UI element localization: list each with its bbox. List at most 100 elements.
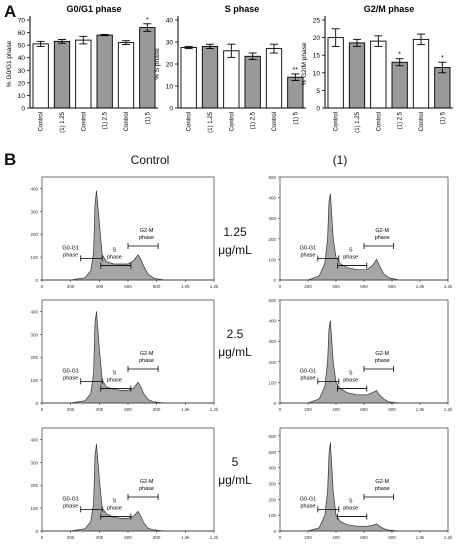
panel-b-label: B [4, 150, 17, 169]
dose-unit: μg/mL [218, 473, 252, 487]
y-tick-label: 300 [30, 332, 38, 337]
histogram-area [280, 193, 448, 281]
x-tick-label: 200 [67, 535, 75, 540]
histogram-control-5: 0 100 200 300 400 0 200 400 600 800 1.0k 1.2k G0-G1 p… [30, 427, 219, 540]
x-tick-label: 800 [153, 407, 161, 412]
y-tick-label: 500 [268, 298, 276, 303]
y-axis-label: % G2/M phase [301, 42, 308, 85]
x-tick-label: 1.2k [210, 284, 219, 289]
x-tick-label: 800 [388, 407, 396, 412]
x-tick-label: 0 [279, 284, 282, 289]
y-tick-label: 100 [268, 513, 276, 518]
y-tick-label: 0 [273, 529, 276, 534]
x-tick-label: (1) 2.5 [103, 111, 109, 129]
x-tick-label: Control [376, 112, 382, 131]
column-title-control: Control [130, 153, 170, 167]
chart-title: G2/M phase [364, 4, 415, 14]
dose-value: 2.5 [226, 327, 244, 341]
y-tick-label: 30 [18, 68, 26, 75]
y-tick-label: 200 [30, 483, 38, 488]
panel-a-label: A [4, 2, 17, 21]
histogram-control-1-25: 0 100 200 300 400 0 200 400 600 800 1.0k 1.2k G0-G1 p… [30, 176, 219, 289]
plot-frame [279, 299, 449, 404]
x-tick-label: 400 [332, 284, 340, 289]
plot-frame [41, 299, 215, 404]
gate-label-g0g1: G0-G1 phase [62, 368, 79, 381]
y-tick-label: 20 [18, 80, 26, 87]
x-tick-label: (1) 5 [440, 111, 446, 124]
y-tick-label: 200 [268, 360, 276, 365]
x-tick-label: 1.2k [210, 535, 219, 540]
chart-title: S phase [225, 4, 260, 14]
gate-label-g2m: G2-M phase [139, 228, 154, 241]
dose-value: 1.25 [223, 225, 247, 239]
x-tick-label: 1.0k [181, 535, 190, 540]
gate-label-g2m: G2-M phase [375, 479, 390, 492]
x-tick-label: 600 [124, 535, 132, 540]
y-tick-label: 0 [35, 401, 38, 406]
dose-label-row3: 5 μg/mL [210, 453, 260, 489]
s-phase-bar-chart: S phase % S phase 0 10 20 30 40 Control (1) 1.25… [154, 4, 306, 133]
y-tick-label: 25 [313, 18, 321, 25]
x-tick-label: 800 [153, 535, 161, 540]
x-tick-label: 800 [388, 535, 396, 540]
x-tick-label: (1) 2.5 [398, 111, 404, 129]
y-tick-label: 100 [268, 380, 276, 385]
dose-unit: μg/mL [218, 345, 252, 359]
x-tick-label: (1) 5 [145, 111, 151, 124]
x-tick-label: 1.0k [416, 284, 425, 289]
y-tick-label: 400 [30, 309, 38, 314]
x-tick-label: 800 [153, 284, 161, 289]
y-tick-label: 5 [316, 88, 320, 95]
y-tick-label: 0 [35, 278, 38, 283]
x-tick-label: 400 [332, 407, 340, 412]
significance-marker: * [441, 55, 444, 62]
histogram-area [280, 320, 448, 404]
gate-label-g0g1: G0-G1 phase [300, 496, 317, 509]
cell-cycle-bar-charts: G0/G1 phase% G0/G1 phase010203040506070C… [6, 4, 453, 133]
y-tick-label: 10 [166, 84, 174, 91]
y-tick-label: 100 [30, 378, 38, 383]
x-tick-label: Control [187, 112, 193, 131]
x-tick-label: 200 [304, 535, 312, 540]
dose-label-row1: 1.25 μg/mL [210, 223, 260, 259]
y-tick-label: 400 [30, 437, 38, 442]
y-tick-label: 15 [313, 53, 321, 60]
y-axis-label: % S phase [154, 48, 161, 80]
gate-label-g0g1: G0-G1 phase [300, 245, 317, 258]
g2m-bar-chart: G2/M phase % G2/M phase 0 5 10 15 20 25 Control (… [301, 4, 453, 133]
x-tick-label: 600 [124, 284, 132, 289]
x-tick-label: Control [81, 112, 87, 131]
x-tick-label: Control [419, 112, 425, 131]
y-tick-label: 200 [268, 237, 276, 242]
y-tick-label: 200 [268, 497, 276, 502]
y-tick-label: 300 [268, 216, 276, 221]
y-tick-label: 100 [268, 257, 276, 262]
gate-label-g2m: G2-M phase [375, 228, 390, 241]
y-tick-label: 60 [18, 30, 26, 37]
x-tick-label: 1.2k [210, 407, 219, 412]
significance-marker: * [398, 52, 401, 59]
x-tick-label: 400 [96, 535, 104, 540]
x-tick-label: 0 [41, 284, 44, 289]
y-axis-label: % G0/G1 phase [6, 40, 13, 87]
x-tick-label: 600 [360, 535, 368, 540]
x-tick-label: 1.0k [416, 535, 425, 540]
x-tick-label: (1) 5 [293, 111, 299, 124]
x-tick-label: (1) 2.5 [251, 111, 257, 129]
plot-frame [41, 176, 215, 281]
x-tick-label: 0 [41, 535, 44, 540]
column-title-compound-1: (1) [332, 153, 348, 167]
x-tick-label: 200 [67, 407, 75, 412]
g0g1-bar-chart: G0/G1 phase % G0/G1 phase 0 10 20 30 40 50 60 70 C… [6, 4, 158, 133]
x-tick-label: 1.0k [181, 407, 190, 412]
y-tick-label: 40 [166, 18, 174, 25]
histogram-area [42, 311, 214, 404]
histogram-area [280, 442, 448, 532]
y-tick-label: 600 [268, 434, 276, 439]
x-tick-label: 400 [332, 535, 340, 540]
x-tick-label: Control [124, 112, 130, 131]
x-tick-label: 400 [96, 407, 104, 412]
